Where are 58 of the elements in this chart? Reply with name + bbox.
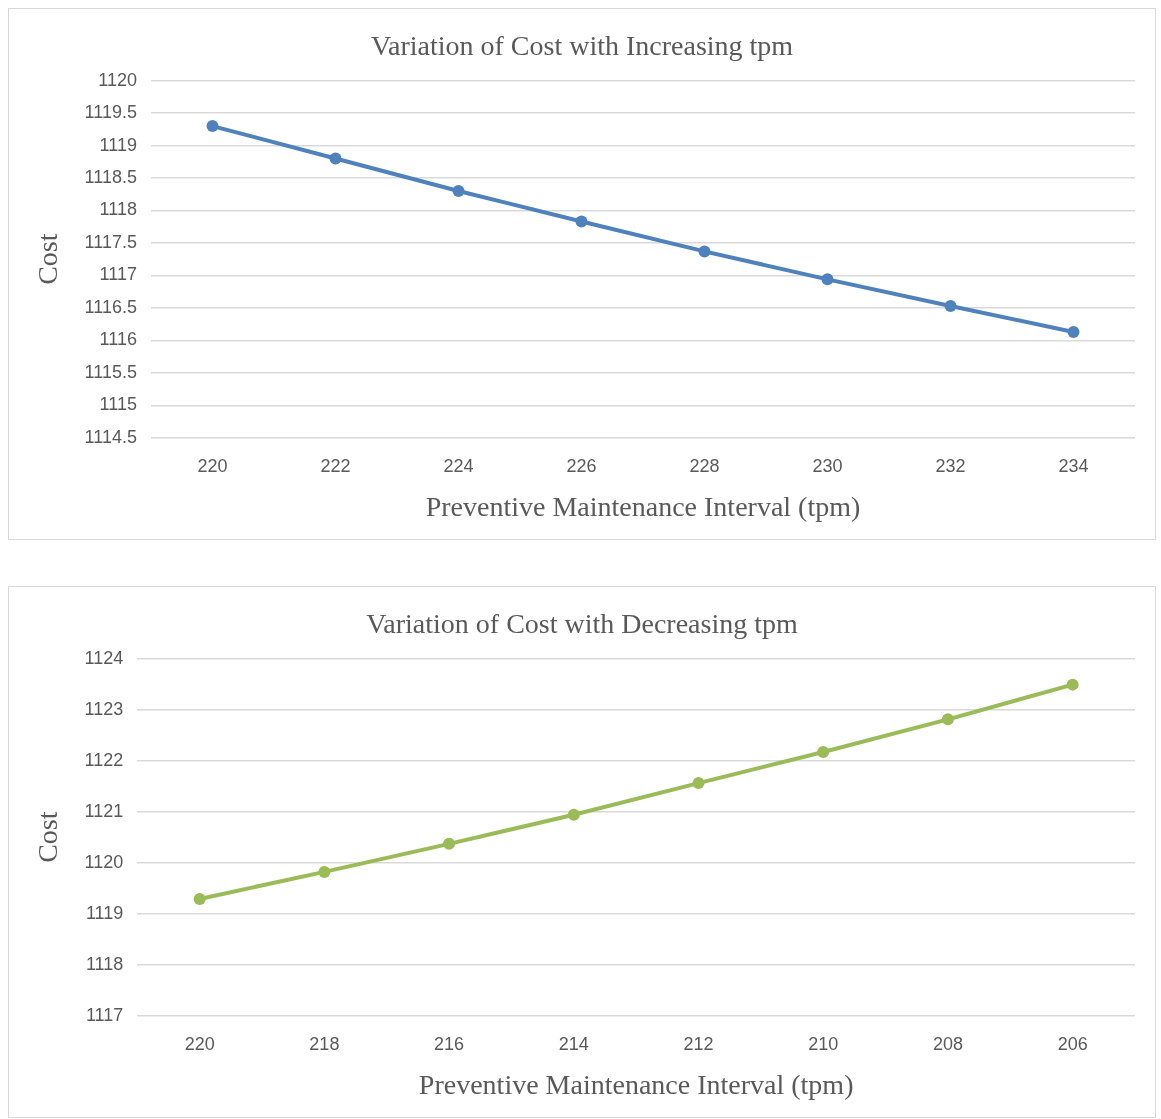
y-tick-label: 1116.5 [84, 296, 137, 317]
y-tick-label: 1115 [99, 394, 137, 415]
y-tick-label: 1119 [85, 902, 124, 923]
point [443, 837, 456, 850]
point [206, 120, 219, 133]
point [944, 299, 957, 312]
point [193, 892, 206, 905]
x-tick-label: 220 [184, 1033, 215, 1054]
point [941, 713, 954, 726]
y-tick-label: 1124 [84, 647, 124, 668]
y-axis-title: Cost [32, 233, 64, 285]
y-tick-label: 1117 [85, 1004, 124, 1025]
x-tick-label: 210 [808, 1033, 839, 1054]
x-tick-label: 234 [1058, 455, 1089, 476]
chart-title: Variation of Cost with Decreasing tpm [366, 608, 798, 640]
chart-title: Variation of Cost with Increasing tpm [370, 30, 794, 62]
x-tick-label: 220 [197, 455, 228, 476]
point [692, 777, 705, 790]
y-tick-label: 1122 [84, 749, 124, 770]
y-tick-label: 1117.5 [84, 231, 137, 252]
point [698, 245, 711, 258]
point [318, 865, 331, 878]
point [452, 185, 465, 198]
y-tick-label: 1123 [84, 698, 124, 719]
y-tick-label: 1116 [99, 329, 137, 350]
x-tick-label: 208 [932, 1033, 963, 1054]
x-tick-label: 214 [558, 1033, 589, 1054]
point [575, 215, 588, 228]
point [1067, 325, 1080, 338]
y-tick-label: 1118 [99, 199, 137, 220]
y-tick-label: 1121 [84, 800, 124, 821]
x-axis-title: Preventive Maintenance Interval (tpm) [418, 1068, 854, 1100]
y-tick-label: 1118.5 [84, 166, 137, 187]
y-axis-title: Cost [32, 811, 64, 863]
x-tick-label: 226 [566, 455, 597, 476]
x-tick-label: 228 [689, 455, 720, 476]
x-tick-label: 232 [935, 455, 966, 476]
x-tick-label: 212 [683, 1033, 714, 1054]
y-tick-label: 1120 [98, 69, 137, 90]
y-tick-label: 1119 [99, 134, 137, 155]
x-tick-label: 230 [812, 455, 843, 476]
x-tick-label: 218 [309, 1033, 340, 1054]
y-tick-label: 1120 [84, 851, 124, 872]
y-tick-label: 1114.5 [84, 426, 137, 447]
x-tick-label: 216 [434, 1033, 465, 1054]
point [329, 152, 342, 165]
point [821, 273, 834, 286]
point [567, 808, 580, 821]
point [1066, 678, 1079, 691]
x-tick-label: 222 [320, 455, 351, 476]
point [817, 745, 830, 758]
x-tick-label: 206 [1057, 1033, 1088, 1054]
x-tick-label: 224 [443, 455, 474, 476]
y-tick-label: 1117 [99, 264, 137, 285]
y-tick-label: 1118 [85, 953, 124, 974]
x-axis-title: Preventive Maintenance Interval (tpm) [425, 490, 861, 522]
y-tick-label: 1119.5 [84, 102, 137, 123]
y-tick-label: 1115.5 [84, 361, 137, 382]
